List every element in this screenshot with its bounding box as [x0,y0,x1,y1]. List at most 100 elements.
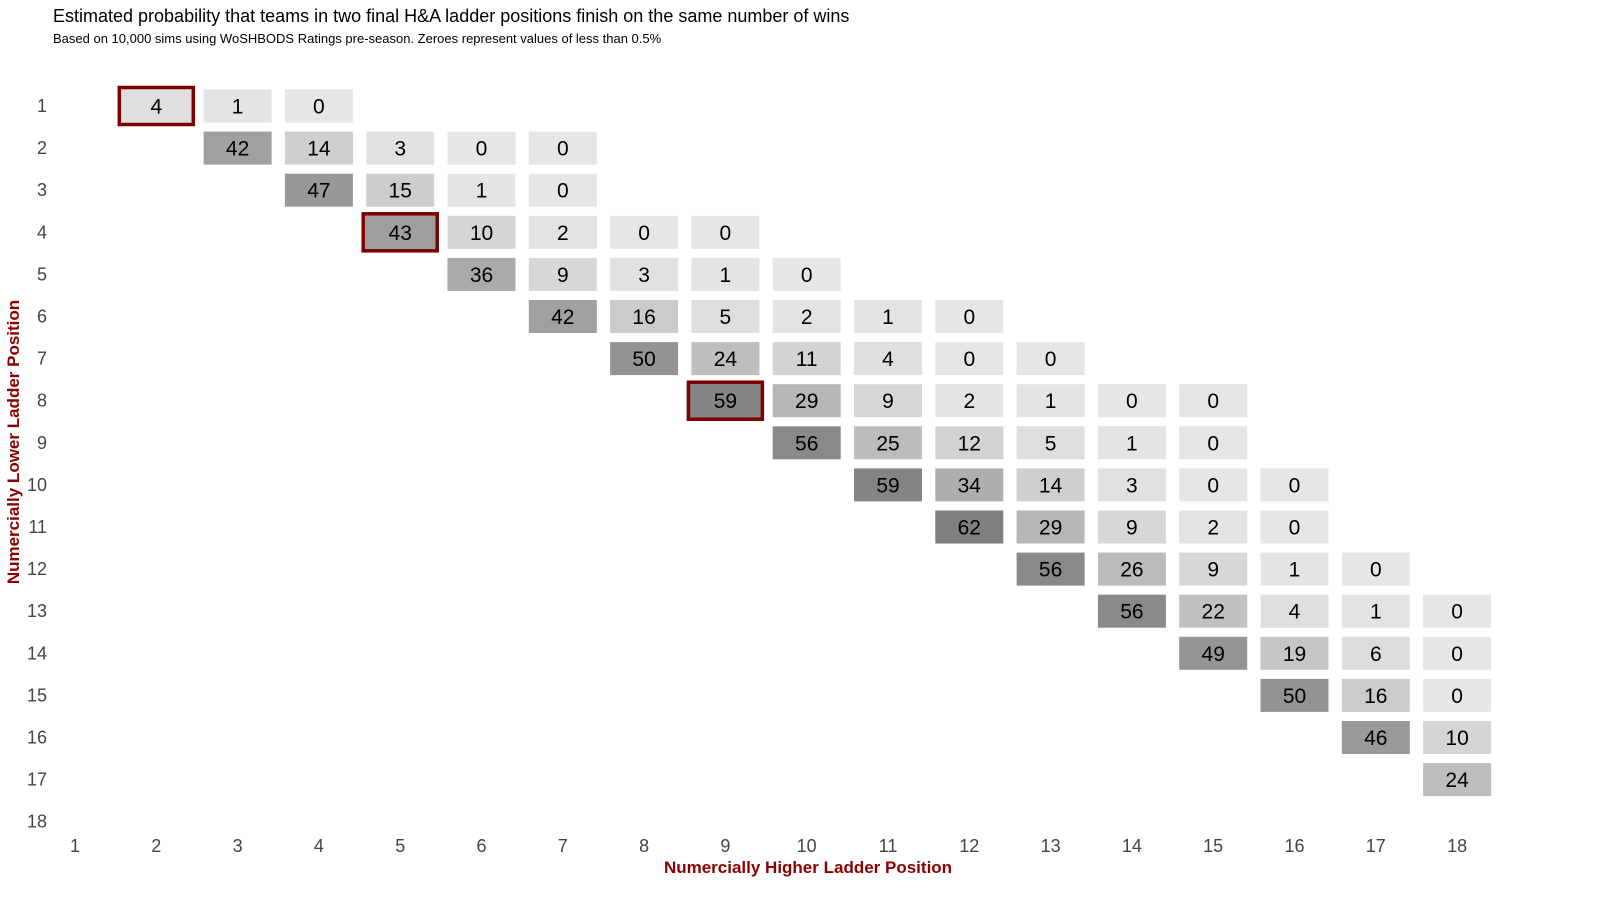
cell-value-label: 29 [1039,517,1062,540]
heatmap-cell [1341,594,1410,628]
heatmap-cell [1423,763,1492,797]
heatmap-cell [1179,426,1248,460]
heatmap-cell [1179,510,1248,544]
y-axis-title: Numercially Lower Ladder Position [4,300,23,584]
heatmap-cell [1097,510,1166,544]
cell-value-label: 0 [963,348,975,371]
x-tick-label: 18 [1447,836,1467,856]
cell-value-label: 62 [958,517,981,540]
heatmap-cell [366,173,435,207]
cell-value-label: 59 [876,474,899,497]
x-tick-label: 5 [395,836,405,856]
cell-value-label: 49 [1202,643,1225,666]
heatmap-cell [1341,636,1410,670]
heatmap-cell [1016,552,1085,586]
y-tick-label: 13 [27,601,47,621]
heatmap-cell [1179,636,1248,670]
cell-value-label: 0 [1370,559,1382,582]
y-tick-label: 18 [27,812,47,832]
cell-value-label: 0 [557,138,569,161]
heatmap-cell [203,89,272,123]
cell-value-label: 0 [1451,601,1463,624]
heatmap-cell [854,426,922,460]
heatmap-cell [772,300,841,333]
cell-value-label: 2 [557,222,569,245]
heatmap-cell [1179,594,1248,628]
cell-value-label: 0 [476,138,488,161]
heatmap-cell [284,173,353,207]
y-tick-label: 3 [37,180,47,200]
heatmap-cell [1260,594,1329,628]
cell-value-label: 16 [632,306,655,329]
cell-value-label: 3 [394,138,406,161]
heatmap-cell [772,384,841,418]
cell-value-label: 46 [1364,727,1387,750]
y-tick-label: 4 [37,222,47,242]
cell-value-label: 0 [1207,390,1219,413]
cell-value-label: 22 [1202,601,1225,624]
x-tick-label: 9 [720,836,730,856]
heatmap-cell [854,468,922,502]
heatmap-cell [1341,721,1410,754]
heatmap-cell [1097,384,1166,418]
heatmap-cell [691,300,760,333]
cell-value-label: 0 [1045,348,1057,371]
y-tick-label: 12 [27,559,47,579]
heatmap-cell [528,215,597,249]
cell-value-label: 2 [801,306,813,329]
y-tick-label: 11 [28,517,47,537]
y-tick-label: 1 [37,96,47,116]
cell-value-label: 50 [1283,685,1306,708]
heatmap-cell [1260,468,1329,502]
cell-value-label: 1 [1370,601,1382,624]
cell-value-label: 3 [1126,474,1138,497]
cell-value-label: 1 [1045,390,1057,413]
cell-value-label: 50 [632,348,655,371]
cell-value-label: 0 [963,306,975,329]
heatmap-cell [528,131,597,165]
cell-value-label: 0 [557,180,569,203]
cell-value-label: 0 [720,222,732,245]
cell-value-label: 0 [1289,517,1301,540]
heatmap-cell [772,426,841,460]
cell-value-label: 42 [226,138,249,161]
heatmap-cell [610,342,679,376]
heatmap-cell [854,384,922,418]
cell-value-label: 24 [1445,769,1469,792]
cell-value-label: 43 [389,222,412,245]
cell-value-label: 10 [470,222,493,245]
cell-value-label: 2 [1207,517,1219,540]
cell-value-label: 4 [150,96,162,119]
heatmap-cell [1179,468,1248,502]
cell-value-label: 1 [232,96,244,119]
heatmap-cell [610,300,679,333]
cell-value-label: 0 [313,96,325,119]
heatmap-cell [1260,510,1329,544]
heatmap-cell [1423,678,1492,712]
cell-value-label: 42 [551,306,574,329]
heatmap-cell [935,342,1004,376]
cell-value-label: 56 [1039,559,1062,582]
y-tick-label: 15 [27,685,47,705]
x-tick-label: 7 [558,836,568,856]
x-tick-label: 16 [1284,836,1304,856]
x-tick-label: 8 [639,836,649,856]
y-tick-label: 10 [27,475,47,495]
heatmap-cell [1097,468,1166,502]
heatmap-cell [1179,552,1248,586]
heatmap-cell [691,342,760,376]
cell-value-label: 12 [958,432,981,455]
heatmap-cell-highlighted [361,212,439,253]
heatmap-cell [610,215,679,249]
heatmap-cell [1423,594,1492,628]
x-tick-label: 17 [1366,836,1386,856]
y-tick-label: 14 [27,643,47,663]
chart-title: Estimated probability that teams in two … [53,6,850,26]
x-tick-label: 2 [151,836,161,856]
heatmap-cell [935,384,1004,418]
heatmap-cell [1016,342,1085,376]
cell-value-label: 25 [876,432,899,455]
x-axis-ticks: 1 2 3 4 5 6 7 8 9 10 11 12 13 14 15 16 17 18 [70,836,1467,856]
cell-value-label: 19 [1283,643,1306,666]
